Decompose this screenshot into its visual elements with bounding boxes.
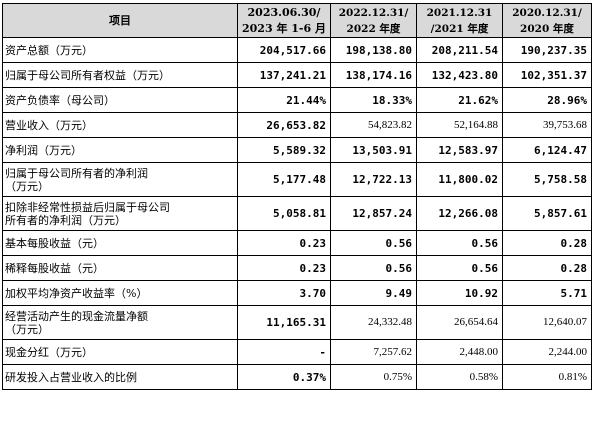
header-col-2020: 2020.12.31/2020 年度 [502, 3, 592, 38]
table-row: 扣除非经常性损益后归属于母公司 所有者的净利润（万元） 5,058.81 12,857… [2, 196, 592, 231]
value-cell: 12,583.97 [416, 137, 503, 163]
table-row: 营业收入（万元） 26,653.82 54,823.82 52,164.88 39,75… [2, 112, 592, 138]
value-cell: 0.28 [502, 255, 592, 281]
row-label: 营业收入（万元） [2, 112, 238, 138]
value-cell: 137,241.21 [237, 62, 331, 88]
value-cell: 0.56 [330, 255, 417, 281]
table-row: 现金分红（万元） -7,257.62 2,448.00 2,244.00 [2, 339, 592, 365]
financial-summary-table: 项目 2023.06.30/2023 年 1-6 月 2022.12.31/20… [2, 3, 592, 390]
value-cell: 0.75% [330, 364, 417, 390]
value-cell: 11,165.31 [237, 305, 331, 340]
value-cell: 12,857.24 [330, 196, 417, 231]
value-cell: 0.23 [237, 230, 331, 256]
value-cell: 0.23 [237, 255, 331, 281]
table-header-row: 项目 2023.06.30/2023 年 1-6 月 2022.12.31/20… [2, 3, 592, 38]
table-row: 稀释每股收益（元） 0.23 0.56 0.56 0.28 [2, 255, 592, 281]
value-cell: 132,423.80 [416, 62, 503, 88]
header-item: 项目 [2, 3, 238, 38]
table-row: 净利润（万元） 5,589.32 13,503.91 12,583.97 6,124.4… [2, 137, 592, 163]
value-cell: 102,351.37 [502, 62, 592, 88]
row-label: 现金分红（万元） [2, 339, 238, 365]
table-row: 归属于母公司所有者权益（万元） 137,241.21 138,174.16 132,4… [2, 62, 592, 88]
value-cell: 54,823.82 [330, 112, 417, 138]
table-row: 基本每股收益（元） 0.23 0.56 0.56 0.28 [2, 230, 592, 256]
value-cell: 0.37% [237, 364, 331, 390]
value-cell: 198,138.80 [330, 37, 417, 63]
table-row: 加权平均净资产收益率（%） 3.70 9.49 10.92 5.71 [2, 280, 592, 306]
value-cell: 12,640.07 [502, 305, 592, 340]
table-row: 归属于母公司所有者的净利润 （万元） 5,177.48 12,722.13 11,800… [2, 162, 592, 197]
financial-table-container: 项目 2023.06.30/2023 年 1-6 月 2022.12.31/20… [2, 3, 592, 390]
table-row: 资产负债率（母公司） 21.44% 18.33% 21.62% 28.96% [2, 87, 592, 113]
value-cell: 0.56 [330, 230, 417, 256]
value-cell: 7,257.62 [330, 339, 417, 365]
value-cell: 0.56 [416, 255, 503, 281]
value-cell: 26,653.82 [237, 112, 331, 138]
value-cell: 12,266.08 [416, 196, 503, 231]
header-col-2021: 2021.12.31/2021 年度 [416, 3, 503, 38]
row-label: 归属于母公司所有者的净利润 （万元） [2, 162, 238, 197]
value-cell: 5,589.32 [237, 137, 331, 163]
row-label: 资产总额（万元） [2, 37, 238, 63]
value-cell: 2,448.00 [416, 339, 503, 365]
value-cell: 5,758.58 [502, 162, 592, 197]
header-col-2023h1: 2023.06.30/2023 年 1-6 月 [237, 3, 331, 38]
value-cell: 0.81% [502, 364, 592, 390]
value-cell: 13,503.91 [330, 137, 417, 163]
value-cell: 5,857.61 [502, 196, 592, 231]
value-cell: 18.33% [330, 87, 417, 113]
value-cell: - [237, 339, 331, 365]
header-col-2022: 2022.12.31/2022 年度 [330, 3, 417, 38]
row-label: 稀释每股收益（元） [2, 255, 238, 281]
row-label: 加权平均净资产收益率（%） [2, 280, 238, 306]
value-cell: 9.49 [330, 280, 417, 306]
value-cell: 39,753.68 [502, 112, 592, 138]
row-label: 研发投入占营业收入的比例 [2, 364, 238, 390]
value-cell: 3.70 [237, 280, 331, 306]
value-cell: 0.58% [416, 364, 503, 390]
value-cell: 24,332.48 [330, 305, 417, 340]
value-cell: 5,058.81 [237, 196, 331, 231]
value-cell: 11,800.02 [416, 162, 503, 197]
table-row: 经营活动产生的现金流量净额 （万元） 11,165.31 24,332.48 26,65… [2, 305, 592, 340]
value-cell: 0.56 [416, 230, 503, 256]
value-cell: 190,237.35 [502, 37, 592, 63]
value-cell: 208,211.54 [416, 37, 503, 63]
value-cell: 26,654.64 [416, 305, 503, 340]
value-cell: 10.92 [416, 280, 503, 306]
value-cell: 21.62% [416, 87, 503, 113]
value-cell: 204,517.66 [237, 37, 331, 63]
value-cell: 21.44% [237, 87, 331, 113]
row-label: 经营活动产生的现金流量净额 （万元） [2, 305, 238, 340]
value-cell: 52,164.88 [416, 112, 503, 138]
value-cell: 6,124.47 [502, 137, 592, 163]
row-label: 资产负债率（母公司） [2, 87, 238, 113]
row-label: 归属于母公司所有者权益（万元） [2, 62, 238, 88]
value-cell: 0.28 [502, 230, 592, 256]
table-body: 资产总额（万元） 204,517.66 198,138.80 208,211.54 19… [2, 37, 592, 390]
value-cell: 5.71 [502, 280, 592, 306]
value-cell: 2,244.00 [502, 339, 592, 365]
value-cell: 138,174.16 [330, 62, 417, 88]
row-label: 基本每股收益（元） [2, 230, 238, 256]
row-label: 扣除非经常性损益后归属于母公司 所有者的净利润（万元） [2, 196, 238, 231]
value-cell: 12,722.13 [330, 162, 417, 197]
value-cell: 28.96% [502, 87, 592, 113]
table-row: 资产总额（万元） 204,517.66 198,138.80 208,211.54 19… [2, 37, 592, 63]
value-cell: 5,177.48 [237, 162, 331, 197]
table-row: 研发投入占营业收入的比例 0.37% 0.75% 0.58% 0.81% [2, 364, 592, 390]
row-label: 净利润（万元） [2, 137, 238, 163]
